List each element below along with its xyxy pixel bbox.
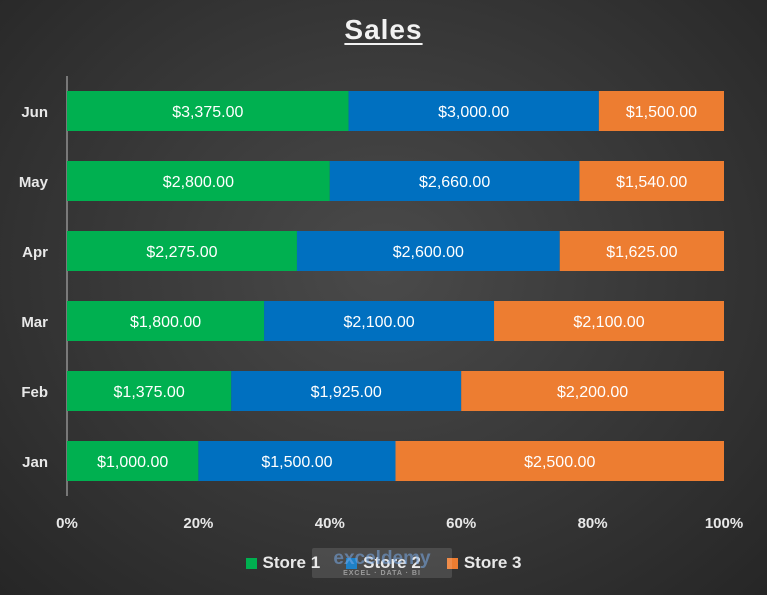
data-label: $2,600.00 [393,244,464,261]
y-tick-label: Jan [22,454,48,471]
bar-segment [67,91,349,131]
x-tick-label: 60% [446,515,476,532]
data-label: $1,500.00 [626,104,697,121]
bar-segment [598,91,724,131]
x-tick-label: 40% [315,515,345,532]
data-label: $3,375.00 [172,104,243,121]
legend-item: Store 2 [346,553,421,573]
x-tick-label: 80% [578,515,608,532]
bar-segment [67,301,265,341]
data-label: $2,100.00 [573,314,644,331]
x-tick-label: 0% [56,515,78,532]
bar-segment [395,441,724,481]
legend-item: Store 3 [446,553,522,573]
bar-segment [198,441,396,481]
legend-swatch [346,557,358,569]
bar-segment [348,91,599,131]
bar-segment [67,161,330,201]
data-label: $2,100.00 [343,314,414,331]
legend-label: Store 1 [262,553,321,572]
bar-segment [231,371,462,411]
chart-title: Sales [344,14,423,45]
data-label: $2,500.00 [524,454,595,471]
data-label: $2,200.00 [557,384,628,401]
bar-segment [296,231,560,271]
bar-segment [329,161,580,201]
data-label: $1,375.00 [114,384,185,401]
bar-segment [494,301,724,341]
bar-segment [559,231,724,271]
legend-label: Store 3 [463,553,522,572]
data-label: $2,660.00 [419,174,490,191]
data-label: $1,800.00 [130,314,201,331]
legend-item: Store 1 [245,553,321,573]
data-label: $1,540.00 [616,174,687,191]
data-label: $2,275.00 [146,244,217,261]
data-label: $1,500.00 [261,454,332,471]
legend: Store 1 Store 2 Store 3 [0,553,767,573]
x-tick-label: 20% [183,515,213,532]
data-label: $2,800.00 [163,174,234,191]
bar-segment [264,301,495,341]
data-label: $1,625.00 [606,244,677,261]
legend-swatch [245,557,257,569]
legend-label: Store 2 [363,553,421,572]
x-tick-label: 100% [705,515,743,532]
y-tick-label: Apr [22,244,48,261]
data-label: $1,000.00 [97,454,168,471]
y-tick-label: Feb [21,384,48,401]
legend-swatch [446,557,458,569]
y-tick-label: Mar [21,314,48,331]
data-label: $3,000.00 [438,104,509,121]
y-tick-label: Jun [21,104,48,121]
bar-segment [67,231,297,271]
bar-segment [67,371,232,411]
bar-segment [67,441,199,481]
data-label: $1,925.00 [311,384,382,401]
bar-segment [461,371,724,411]
y-tick-label: May [19,174,49,191]
bar-segment [579,161,724,201]
